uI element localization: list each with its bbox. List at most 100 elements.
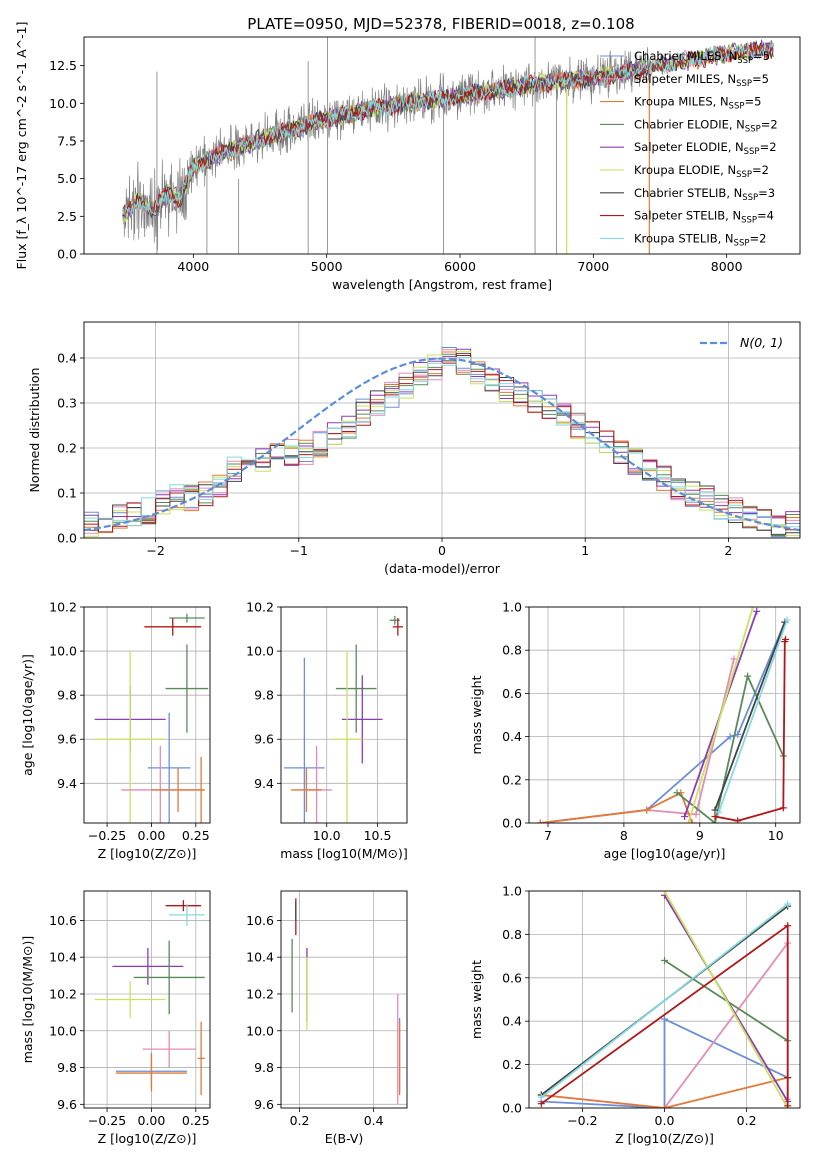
legend-entry-label: Kroupa STELIB, NSSP=2: [634, 231, 766, 248]
y-tick-label: 0.4: [57, 351, 77, 366]
mass-weight-line: [663, 891, 789, 1108]
x-tick-label: −2: [146, 543, 164, 558]
x-tick-label: 10: [768, 828, 784, 843]
spectrum-legend: Chabrier MILES, NSSP=5 Salpeter MILES, NS…: [600, 49, 778, 248]
y-tick-label: 10.2: [49, 600, 77, 615]
x-tick-label: 0.2: [737, 1113, 757, 1128]
x-axis-label: Z [log10(Z/Z⊙)]: [98, 1131, 197, 1146]
x-tick-label: 9: [696, 828, 704, 843]
y-tick-label: 9.8: [57, 688, 77, 703]
y-axis-label: mass [log10(M/M⊙)]: [20, 936, 35, 1064]
y-tick-label: 0.0: [502, 1101, 522, 1116]
y-tick-label: 10.2: [49, 986, 77, 1001]
x-tick-label: 7000: [577, 259, 609, 274]
y-tick-label: 10.4: [49, 950, 77, 965]
y-tick-label: 0.3: [57, 396, 77, 411]
y-tick-label: 9.4: [254, 776, 274, 791]
plot-area: [122, 37, 774, 254]
y-tick-label: 10.2: [246, 600, 274, 615]
x-tick-label: −0.25: [88, 1113, 126, 1128]
x-tick-label: 10.0: [313, 828, 341, 843]
x-tick-label: 0.00: [138, 1113, 166, 1128]
residual-histogram-step: [84, 357, 800, 528]
y-tick-label: 7.5: [57, 133, 77, 148]
y-tick-label: 0.6: [502, 970, 522, 985]
y-tick-label: 0.2: [57, 441, 77, 456]
mass-weight-line: [540, 791, 694, 823]
axes-frame: [83, 890, 211, 1109]
y-axis-label: Flux [f_λ 10^-17 erg cm^-2 s^-1 A^-1]: [14, 22, 29, 270]
y-tick-label: 9.8: [254, 688, 274, 703]
y-tick-label: 10.0: [246, 644, 274, 659]
mass-weight-line: [541, 1017, 789, 1108]
mass-weight-line: [687, 607, 754, 823]
y-tick-label: 9.8: [254, 1060, 274, 1075]
y-tick-label: 0.1: [57, 486, 77, 501]
x-tick-label: 8: [620, 828, 628, 843]
y-tick-label: 2.5: [57, 209, 77, 224]
massweight-vs-metallicity-panel: −0.2 0.0 0.2 0.0 0.2 0.4 0.6 0.8 1.0 Z [log10(Z/Z…: [469, 884, 801, 1146]
legend-entry-label: Salpeter ELODIE, NSSP=2: [634, 140, 777, 157]
y-tick-label: 1.0: [502, 600, 522, 615]
y-tick-label: 9.6: [57, 1097, 77, 1112]
x-tick-label: −0.25: [88, 828, 126, 843]
age-vs-metallicity-panel: −0.25 0.00 0.25 9.4 9.6 9.8 10.0 10.2 Z [log10(Z…: [20, 600, 211, 861]
x-tick-label: −1: [290, 543, 308, 558]
residual-legend: N(0, 1): [700, 335, 783, 350]
legend-entry-label: Kroupa MILES, NSSP=5: [634, 95, 761, 112]
plot-area: [94, 613, 209, 823]
y-tick-label: 0.6: [502, 686, 522, 701]
x-tick-label: 0.2: [290, 1113, 310, 1128]
x-axis-label: E(B-V): [325, 1131, 364, 1146]
axes-frame: [528, 606, 801, 824]
x-axis-label: Z [log10(Z/Z⊙)]: [615, 1131, 714, 1146]
axes-frame: [83, 321, 801, 539]
y-tick-label: 10.0: [49, 1023, 77, 1038]
y-tick-label: 10.6: [246, 913, 274, 928]
legend-entry-label: Chabrier MILES, NSSP=5: [634, 49, 770, 66]
y-axis-label: mass weight: [469, 675, 484, 754]
x-tick-label: 0.25: [182, 828, 210, 843]
residual-histogram-step: [84, 355, 800, 533]
y-axis-label: Normed distribution: [27, 368, 42, 493]
y-tick-label: 9.6: [57, 732, 77, 747]
x-tick-label: 6000: [444, 259, 476, 274]
mass-weight-line: [714, 621, 786, 811]
mass-weight-line: [676, 673, 785, 823]
y-axis-label: mass weight: [469, 960, 484, 1039]
y-tick-label: 0.2: [502, 772, 522, 787]
figure-title: PLATE=0950, MJD=52378, FIBERID=0018, z=0…: [247, 15, 634, 33]
mass-vs-ebv-panel: 0.2 0.4 9.6 9.8 10.0 10.2 10.4 10.6 E(B-V): [246, 890, 408, 1146]
x-tick-label: 1: [581, 543, 589, 558]
axes-frame: [280, 606, 408, 824]
y-tick-label: 9.6: [254, 1097, 274, 1112]
x-axis-label: age [log10(age/yr)]: [604, 846, 726, 861]
x-axis-label: (data-model)/error: [384, 561, 501, 576]
x-tick-label: 0: [438, 543, 446, 558]
axes-frame: [528, 890, 801, 1109]
y-tick-label: 10.0: [49, 96, 77, 111]
y-tick-label: 10.6: [49, 913, 77, 928]
mass-vs-metallicity-panel: −0.25 0.00 0.25 9.6 9.8 10.0 10.2 10.4 10.6 Z [lo…: [20, 890, 211, 1146]
axes-frame: [280, 890, 408, 1109]
mass-weight-line: [540, 658, 735, 823]
mass-weight-line: [540, 903, 789, 1098]
x-tick-label: 7: [544, 828, 552, 843]
x-tick-label: 0.0: [655, 1113, 675, 1128]
x-tick-label: 2: [724, 543, 732, 558]
normal-curve: [84, 357, 800, 532]
y-tick-label: 0.0: [502, 816, 522, 831]
legend-entry-label: N(0, 1): [740, 335, 783, 350]
y-tick-label: 9.4: [57, 776, 77, 791]
y-tick-label: 1.0: [502, 884, 522, 899]
residual-histogram-step: [84, 350, 800, 537]
y-tick-label: 0.0: [57, 247, 77, 262]
axes-frame: [83, 606, 211, 824]
x-axis-label: wavelength [Angstrom, rest frame]: [332, 277, 552, 292]
legend-entry-label: Chabrier STELIB, NSSP=3: [634, 186, 775, 203]
plot-area: [284, 615, 403, 823]
y-tick-label: 0.4: [502, 729, 522, 744]
x-tick-label: 5000: [311, 259, 343, 274]
mass-weight-line: [717, 619, 788, 813]
